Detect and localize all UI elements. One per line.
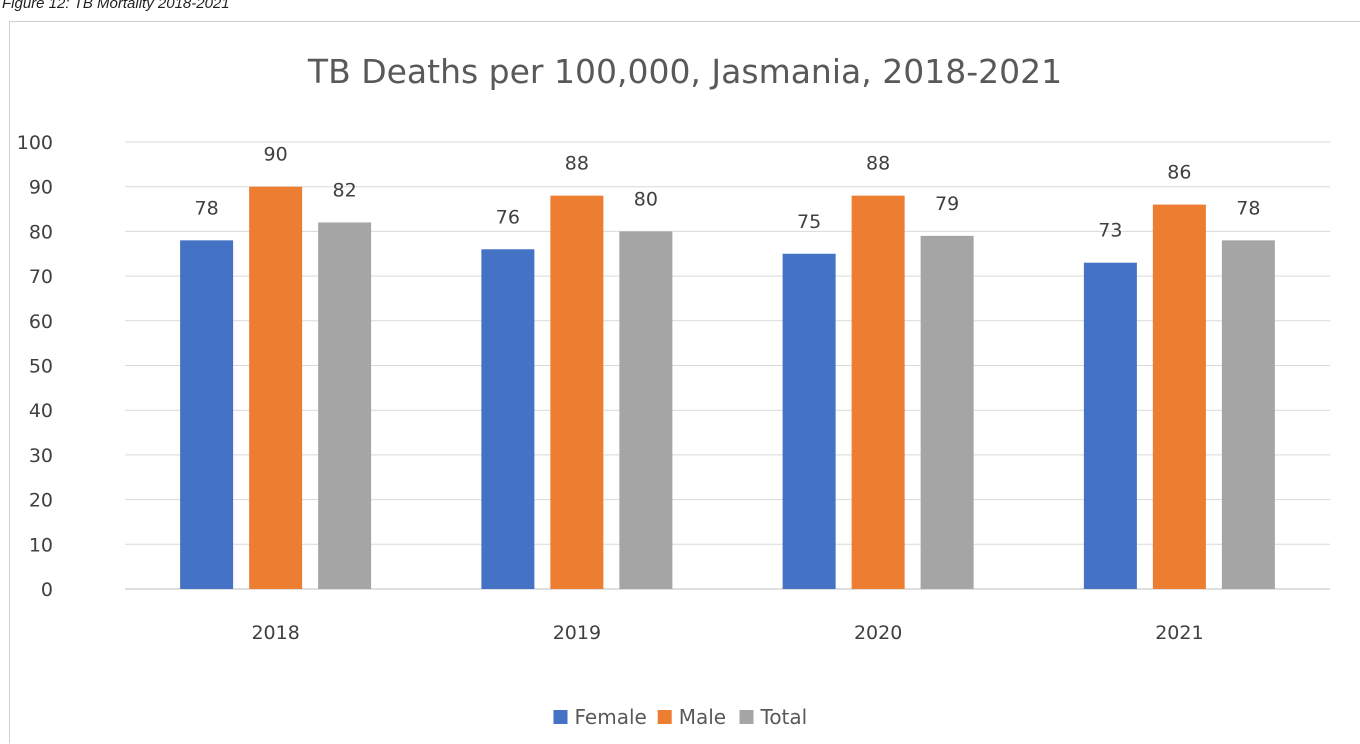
bar-total-2018: [318, 222, 372, 589]
legend-label-total: Total: [760, 705, 808, 729]
data-label-male-2019: 88: [565, 153, 589, 175]
gridlines: [125, 141, 1330, 590]
y-tick-label: 60: [29, 311, 53, 333]
data-label-female-2018: 78: [195, 197, 219, 219]
data-label-female-2020: 75: [797, 211, 821, 233]
chart-frame: TB Deaths per 100,000, Jasmania, 2018-20…: [9, 21, 1360, 743]
bar-male-2021: [1152, 204, 1206, 589]
bar-female-2018: [180, 240, 234, 589]
y-tick-label: 10: [29, 534, 53, 556]
data-label-total-2018: 82: [333, 179, 357, 201]
y-tick-label: 40: [29, 400, 53, 422]
y-tick-label: 0: [41, 579, 53, 601]
data-label-total-2019: 80: [634, 188, 658, 210]
data-label-male-2021: 86: [1167, 162, 1191, 184]
legend-label-female: Female: [575, 705, 647, 729]
data-label-total-2020: 79: [935, 193, 959, 215]
bar-male-2020: [851, 195, 905, 589]
x-tick-label: 2020: [854, 622, 902, 644]
data-labels: 78 90 82 76 88 80 75 88 79 73 86 78: [195, 144, 1261, 242]
data-label-female-2019: 76: [496, 206, 520, 228]
y-tick-label: 80: [29, 221, 53, 243]
bar-total-2021: [1221, 240, 1275, 589]
data-label-total-2021: 78: [1236, 197, 1260, 219]
x-axis-ticks: 2018 2019 2020 2021: [251, 622, 1203, 644]
bar-female-2020: [782, 253, 836, 589]
legend-label-male: Male: [679, 705, 726, 729]
legend: Female Male Total: [553, 705, 808, 729]
data-label-male-2020: 88: [866, 153, 890, 175]
y-tick-label: 50: [29, 356, 53, 378]
x-tick-label: 2018: [251, 622, 299, 644]
legend-swatch-male: [657, 710, 672, 724]
legend-swatch-female: [553, 710, 568, 724]
chart-title: TB Deaths per 100,000, Jasmania, 2018-20…: [307, 52, 1062, 91]
bar-female-2019: [481, 249, 535, 589]
bar-male-2018: [249, 186, 303, 589]
bars: [180, 186, 1275, 589]
figure-caption: Figure 12: TB Mortality 2018-2021: [2, 0, 230, 12]
y-tick-label: 20: [29, 490, 53, 512]
y-tick-label: 30: [29, 445, 53, 467]
bar-female-2021: [1083, 262, 1137, 589]
bar-male-2019: [550, 195, 604, 589]
y-tick-label: 100: [17, 132, 53, 154]
y-tick-label: 70: [29, 266, 53, 288]
data-label-male-2018: 90: [264, 144, 288, 166]
bar-total-2019: [619, 231, 673, 589]
y-axis-ticks: 0 10 20 30 40 50 60 70 80 90 100: [17, 132, 53, 601]
x-tick-label: 2021: [1155, 622, 1203, 644]
bar-chart: TB Deaths per 100,000, Jasmania, 2018-20…: [17, 52, 1330, 729]
y-tick-label: 90: [29, 177, 53, 199]
x-tick-label: 2019: [553, 622, 601, 644]
data-label-female-2021: 73: [1098, 220, 1122, 242]
legend-swatch-total: [739, 710, 754, 724]
bar-total-2020: [920, 235, 974, 589]
